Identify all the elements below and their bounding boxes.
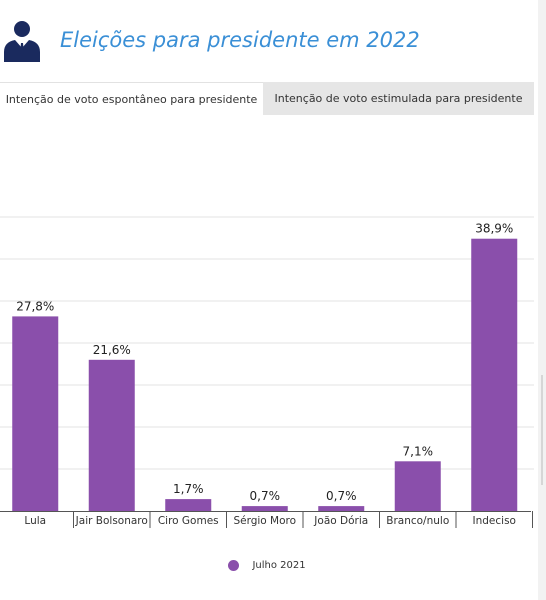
bar[interactable]: [241, 506, 288, 511]
bars: 27,8% 21,6% 1,7% 0,7% 0,7% 7,1% 38,9%: [12, 222, 518, 511]
data-label: 38,9%: [475, 222, 513, 236]
bar[interactable]: [394, 461, 441, 511]
businessman-icon: [4, 21, 40, 62]
scrollbar-thumb[interactable]: [541, 375, 543, 485]
scrollbar[interactable]: [538, 0, 546, 600]
x-tick-label: João Dória: [313, 515, 368, 527]
data-label: 21,6%: [93, 343, 131, 357]
data-label: 0,7%: [326, 489, 357, 503]
legend-swatch: [228, 560, 240, 571]
legend-label[interactable]: Julho 2021: [252, 560, 306, 571]
x-tick-label: Branco/nulo: [386, 515, 449, 527]
data-label: 1,7%: [173, 482, 204, 496]
data-label: 27,8%: [16, 299, 54, 313]
gridlines: [0, 216, 534, 470]
tab-bar: Intenção de voto espontâneo para preside…: [0, 82, 534, 115]
bar[interactable]: [165, 499, 212, 511]
data-label: 0,7%: [250, 489, 281, 503]
x-tick-label: Lula: [24, 515, 46, 527]
x-tick-label: Sérgio Moro: [233, 515, 296, 527]
legend: Julho 2021: [0, 555, 534, 575]
data-label: 7,1%: [403, 444, 434, 458]
x-tick-label: Jair Bolsonaro: [75, 515, 148, 527]
tab-stimulated-vote[interactable]: Intenção de voto estimulada para preside…: [263, 82, 534, 115]
page-title: Eleições para presidente em 2022: [60, 28, 420, 52]
bar[interactable]: [471, 238, 518, 511]
x-tick-label: Indeciso: [473, 515, 516, 527]
bar-chart: 27,8% 21,6% 1,7% 0,7% 0,7% 7,1% 38,9% Lula Jair…: [0, 216, 534, 528]
bar[interactable]: [12, 316, 59, 511]
bar[interactable]: [88, 359, 135, 511]
bar[interactable]: [318, 506, 365, 511]
x-tick-label: Ciro Gomes: [158, 515, 219, 527]
header: Eleições para presidente em 2022: [0, 18, 546, 62]
x-axis: Lula Jair Bolsonaro Ciro Gomes Sérgio Moro J…: [0, 511, 533, 528]
tab-spontaneous-vote[interactable]: Intenção de voto espontâneo para preside…: [0, 82, 263, 115]
